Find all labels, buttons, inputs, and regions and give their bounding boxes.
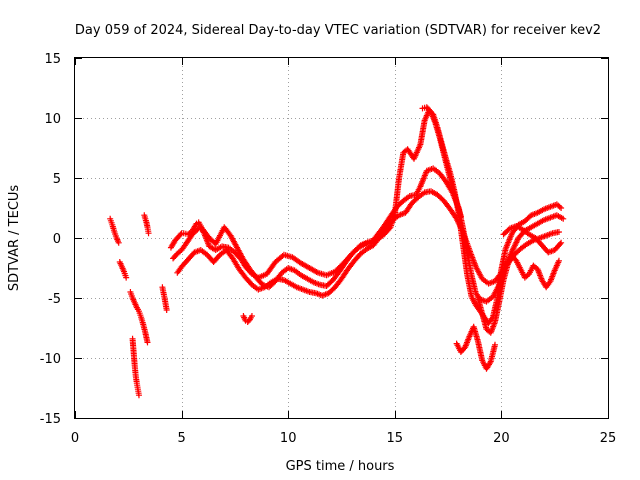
data-point bbox=[177, 231, 184, 238]
series-6 bbox=[159, 284, 170, 313]
series-1 bbox=[107, 215, 122, 246]
data-point bbox=[555, 229, 562, 235]
series-11 bbox=[419, 104, 464, 220]
data-point bbox=[558, 239, 565, 246]
series-4 bbox=[129, 335, 142, 399]
data-point bbox=[492, 341, 499, 348]
x-axis-label: GPS time / hours bbox=[286, 459, 395, 474]
y-axis-label: SDTVAR / TECUs bbox=[7, 185, 22, 292]
series-13 bbox=[474, 253, 562, 336]
y-tick-label: -10 bbox=[40, 352, 61, 367]
y-tick-label: 5 bbox=[53, 172, 61, 187]
data-markers bbox=[107, 104, 567, 399]
series-9 bbox=[174, 188, 562, 299]
plot-frame bbox=[74, 57, 609, 419]
data-point bbox=[248, 313, 255, 319]
data-point bbox=[144, 339, 151, 346]
chart-title: Day 059 of 2024, Sidereal Day-to-day VTE… bbox=[75, 23, 601, 38]
y-tick-label: 15 bbox=[44, 52, 61, 67]
series-2 bbox=[116, 259, 130, 281]
x-tick-label: 5 bbox=[177, 431, 185, 446]
data-point bbox=[560, 215, 567, 222]
y-tick-label: -5 bbox=[48, 292, 61, 307]
y-tick-label: -15 bbox=[40, 412, 61, 427]
series-12 bbox=[453, 323, 499, 372]
y-tick-label: 0 bbox=[53, 232, 61, 247]
data-point bbox=[163, 307, 170, 313]
x-tick-label: 15 bbox=[387, 431, 404, 446]
x-tick-label: 25 bbox=[600, 431, 617, 446]
x-tick-label: 0 bbox=[71, 431, 79, 446]
y-tick-labels: 15 10 5 0 -5 -10 -15 bbox=[40, 52, 61, 427]
data-point bbox=[135, 392, 142, 399]
series-5 bbox=[141, 212, 152, 237]
series-14 bbox=[500, 223, 565, 256]
data-point bbox=[115, 239, 122, 246]
grid bbox=[75, 58, 608, 418]
data-point bbox=[557, 241, 564, 247]
y-tick-label: 10 bbox=[44, 112, 61, 127]
series-7 bbox=[167, 107, 565, 327]
tick-marks bbox=[75, 58, 609, 419]
data-point bbox=[145, 230, 152, 237]
data-point bbox=[558, 205, 565, 211]
x-tick-label: 20 bbox=[493, 431, 510, 446]
data-point bbox=[123, 274, 130, 281]
series-3 bbox=[127, 289, 151, 346]
series-10 bbox=[240, 313, 255, 325]
x-tick-labels: 0 5 10 15 20 25 bbox=[71, 431, 616, 446]
data-point bbox=[555, 257, 562, 264]
series-8 bbox=[170, 165, 567, 305]
x-tick-label: 10 bbox=[280, 431, 297, 446]
data-point bbox=[457, 213, 464, 220]
